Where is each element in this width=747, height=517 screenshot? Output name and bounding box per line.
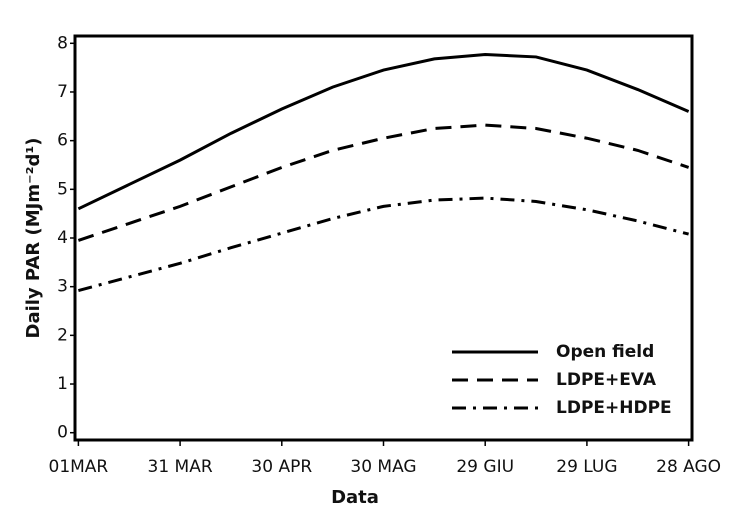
x-tick-label: 01MAR (49, 457, 109, 477)
y-tick-label: 2 (57, 325, 68, 345)
x-tick-label: 30 APR (251, 457, 312, 477)
legend-label: Open field (556, 342, 654, 362)
data-line (78, 196, 689, 293)
legend-label: LDPE+EVA (556, 370, 657, 390)
x-tick-label: 29 GIU (456, 457, 514, 477)
y-tick-label: 6 (57, 131, 68, 151)
x-tick-label: 30 MAG (350, 457, 416, 477)
plot-frame (73, 34, 694, 442)
x-tick-label: 29 LUG (556, 457, 617, 477)
y-tick-label: 5 (57, 179, 68, 199)
y-tick-label: 7 (57, 82, 68, 102)
x-axis-title: Data (331, 487, 379, 508)
data-line (77, 52, 690, 211)
y-tick-label: 0 (57, 423, 68, 443)
x-tick-label: 31 MAR (148, 457, 213, 477)
legend-label: LDPE+HDPE (556, 398, 672, 418)
y-tick-label: 1 (57, 374, 68, 394)
y-tick-label: 3 (57, 277, 68, 297)
y-tick-label: 4 (57, 228, 68, 248)
data-line (77, 123, 690, 242)
y-tick-label: 8 (57, 33, 68, 53)
x-tick-label: 28 AGO (656, 457, 721, 477)
y-axis-title: Daily PAR (MJm⁻²d¹) (23, 138, 44, 339)
